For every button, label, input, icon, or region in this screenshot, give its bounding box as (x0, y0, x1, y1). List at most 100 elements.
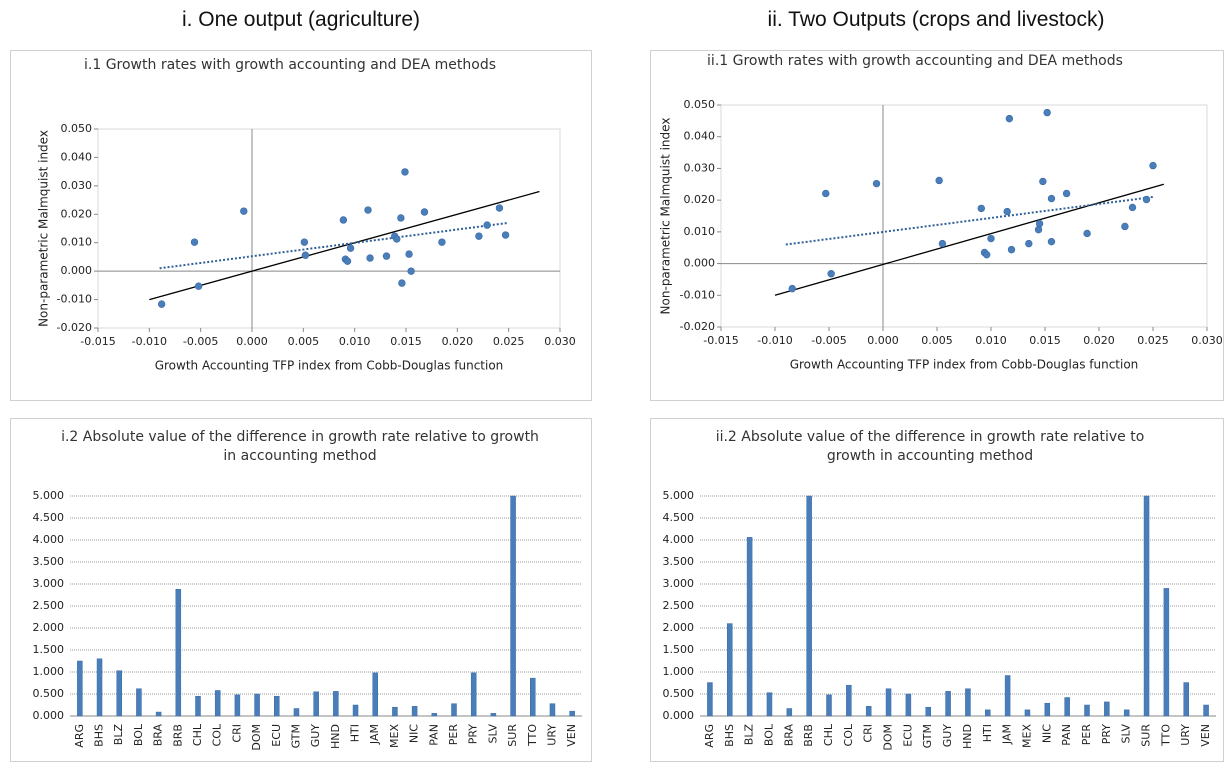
x-tick-label: CRI (230, 724, 243, 743)
y-tick-label: 0.040 (684, 130, 716, 143)
y-tick-label: 0.020 (684, 193, 716, 206)
bar (1183, 682, 1189, 717)
point (495, 204, 504, 212)
x-tick-label: SLV (1120, 724, 1133, 744)
x-tick-label: DOM (250, 724, 263, 751)
y-axis-label: Non-parametric Malmquist index (37, 130, 51, 327)
x-tick-label: TTO (1159, 724, 1172, 747)
point (987, 234, 995, 243)
bar (352, 704, 359, 717)
chart-title: i.2 Absolute value of the difference in … (61, 429, 539, 464)
point (827, 270, 835, 278)
bar (1123, 709, 1130, 717)
bar (925, 706, 931, 717)
bar (846, 684, 852, 717)
x-tick-label: SUR (506, 724, 519, 747)
y-tick-label: 3.500 (33, 555, 65, 568)
x-tick-label: 0.025 (1137, 334, 1169, 347)
bar (372, 672, 378, 717)
point (382, 252, 391, 260)
point (190, 238, 199, 246)
y-tick-label: 0.020 (61, 207, 93, 220)
reference-line (149, 190, 540, 301)
point (982, 250, 991, 259)
bar (136, 688, 142, 717)
y-tick-label: 4.500 (663, 511, 695, 524)
bar (451, 703, 457, 717)
x-tick-label: PER (447, 724, 460, 746)
x-tick-label: 0.005 (288, 335, 320, 348)
bar (905, 693, 912, 717)
point (977, 204, 985, 213)
point (935, 176, 943, 185)
bar (175, 589, 182, 717)
bar (333, 691, 339, 717)
x-axis-label: Growth Accounting TFP index from Cobb-Do… (155, 359, 504, 373)
point (1034, 225, 1043, 234)
x-tick-label: 0.030 (544, 335, 576, 348)
bar (1084, 704, 1090, 717)
x-tick-label: VEN (565, 724, 578, 747)
bar (254, 693, 260, 717)
bar (274, 695, 280, 717)
x-tick-label: JAM (368, 724, 381, 745)
bar (945, 691, 951, 717)
y-tick-label: 0.500 (33, 687, 65, 700)
bar (490, 713, 497, 717)
column-heading: ii. Two Outputs (crops and livestock) (767, 8, 1105, 31)
x-tick-label: CRI (862, 724, 875, 743)
point (346, 244, 355, 252)
x-tick-label: ARG (703, 724, 716, 748)
y-tick-label: 0.010 (61, 236, 93, 249)
x-tick-label: GUY (941, 724, 954, 748)
bar (746, 537, 753, 717)
y-axis-label: Non-parametric Malmquist index (659, 118, 673, 315)
y-tick-label: 1.000 (33, 665, 65, 678)
bar (293, 708, 300, 717)
x-tick-label: SUR (1140, 724, 1153, 747)
point (405, 250, 413, 258)
y-tick-label: 0.000 (61, 264, 93, 277)
y-tick-label: 0.010 (684, 225, 716, 238)
x-tick-label: -0.005 (183, 335, 218, 348)
y-tick-label: 0.030 (61, 179, 93, 192)
bar (1163, 588, 1170, 717)
point (872, 179, 881, 188)
bar (214, 690, 221, 717)
x-tick-label: GTM (289, 724, 302, 748)
y-tick-label: 0.000 (684, 257, 716, 270)
chart-title: i.1 Growth rates with growth accounting … (84, 57, 496, 73)
plot-border (97, 128, 561, 329)
x-tick-label: 0.000 (867, 334, 899, 347)
x-tick-label: PRY (1100, 724, 1113, 745)
panel-border (650, 418, 1224, 762)
bar (1044, 702, 1051, 717)
point (157, 300, 166, 308)
point (194, 282, 203, 290)
y-tick-label: 0.500 (663, 687, 695, 700)
x-tick-label: COL (842, 723, 855, 746)
bar (96, 658, 103, 717)
point (339, 216, 348, 224)
x-tick-label: DOM (882, 724, 895, 751)
x-tick-label: 0.020 (1083, 334, 1115, 347)
x-tick-label: BLZ (112, 724, 125, 746)
bar (727, 623, 733, 717)
point (420, 208, 429, 216)
point (397, 214, 405, 222)
point (938, 239, 947, 248)
bar (530, 677, 536, 717)
x-tick-label: BRB (802, 724, 815, 747)
point (501, 231, 510, 239)
point (1128, 203, 1137, 212)
x-tick-label: -0.010 (757, 334, 792, 347)
x-tick-label: 0.000 (236, 335, 268, 348)
bar (965, 688, 971, 717)
x-tick-label: PAN (427, 724, 440, 746)
x-tick-label: HND (329, 724, 342, 749)
point (822, 189, 830, 198)
point (1121, 222, 1129, 231)
point (438, 238, 446, 246)
y-tick-label: 0.000 (663, 709, 695, 722)
